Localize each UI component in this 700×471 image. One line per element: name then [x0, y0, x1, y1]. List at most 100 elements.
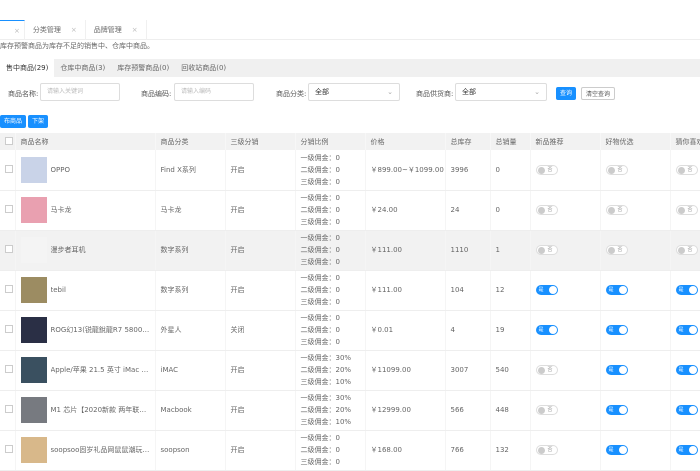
switch-label: 否	[617, 207, 623, 213]
guess-like-switch[interactable]: 是	[675, 325, 698, 335]
new-recommend-switch[interactable]: 是	[535, 325, 558, 335]
product-name[interactable]: M1 芯片【2020新款 两年联保】...	[50, 406, 151, 414]
category-cell: Macbook	[155, 390, 226, 431]
checkbox[interactable]	[5, 205, 13, 213]
guess-like-switch[interactable]: 是	[675, 285, 698, 295]
good-pick-switch[interactable]: 是	[605, 365, 628, 375]
good-pick-switch[interactable]: 否	[605, 245, 628, 255]
new-recommend-switch[interactable]: 否	[535, 205, 558, 215]
tab-on-sale[interactable]: 售中商品(29)	[0, 59, 55, 77]
table-row[interactable]: tebil 数字系列 开启 一级佣金：0 二级佣金：0 三级佣金：0 ￥111.00…	[0, 270, 700, 311]
tab-stock-warning[interactable]: 库存预警商品(0)	[117, 64, 170, 72]
category-cell: 马卡龙	[155, 190, 226, 231]
product-name[interactable]: OPPO	[50, 165, 70, 174]
row-select[interactable]	[0, 150, 16, 191]
checkbox[interactable]	[5, 405, 13, 413]
switch-knob	[607, 166, 615, 174]
new-recommend-switch[interactable]: 否	[535, 245, 558, 255]
switch-label: 是	[538, 327, 544, 333]
checkbox[interactable]	[5, 365, 13, 373]
name-input[interactable]: 请输入关键词	[40, 83, 120, 101]
commission-rate: 三级佣金：0	[300, 458, 340, 466]
category-cell: iMAC	[155, 350, 226, 391]
good-pick-switch[interactable]: 是	[605, 445, 628, 455]
table-row[interactable]: soopsoo固岁礼品网鼠鼠潮玩网纸... soopson 开启 一级佣金：0 二…	[0, 430, 700, 471]
product-name[interactable]: ROG幻13(锐龍銳龍R7 5800HS 1...	[50, 326, 151, 334]
product-name[interactable]: 漫步者耳机	[50, 246, 86, 254]
new-recommend-switch[interactable]: 否	[535, 405, 558, 415]
guess-like-switch-cell: 是	[670, 430, 700, 471]
guess-like-switch[interactable]: 是	[675, 405, 698, 415]
row-select[interactable]	[0, 190, 16, 231]
search-button[interactable]: 查询	[556, 87, 577, 100]
good-pick-switch[interactable]: 否	[605, 164, 628, 175]
checkbox[interactable]	[5, 285, 13, 293]
table-row[interactable]: ROG幻13(锐龍銳龍R7 5800HS 1... 外星人 关闭 一级佣金：0 二…	[0, 310, 700, 351]
reset-button[interactable]: 清空查询	[581, 87, 616, 100]
product-name[interactable]: Apple/苹果 21.5 英寸 iMac 2.3G...	[50, 366, 151, 374]
switch-label: 否	[547, 447, 553, 453]
supplier-select[interactable]: 全部 ⌄	[455, 83, 547, 101]
row-select[interactable]	[0, 310, 16, 351]
checkbox[interactable]	[5, 325, 13, 333]
row-select[interactable]	[0, 350, 16, 391]
new-recommend-switch[interactable]: 否	[535, 164, 558, 175]
guess-like-switch[interactable]: 否	[675, 164, 698, 175]
product-name[interactable]: 马卡龙	[50, 206, 72, 214]
name-cell: 马卡龙	[15, 190, 156, 231]
close-icon[interactable]: ×	[131, 26, 138, 34]
product-image	[20, 437, 47, 463]
guess-like-switch[interactable]: 否	[675, 205, 698, 215]
tab-recycle[interactable]: 回收站商品(0)	[181, 64, 227, 72]
row-select[interactable]	[0, 230, 16, 271]
distribution-cell: 关闭	[225, 310, 296, 351]
name-label: 商品名称:	[8, 90, 39, 98]
row-select[interactable]	[0, 390, 16, 431]
switch-label: 否	[547, 247, 553, 253]
checkbox[interactable]	[5, 136, 13, 145]
checkbox[interactable]	[5, 445, 13, 453]
table-row[interactable]: Apple/苹果 21.5 英寸 iMac 2.3G... iMAC 开启 一级…	[0, 350, 700, 391]
new-recommend-switch[interactable]: 是	[535, 285, 558, 295]
new-recommend-switch[interactable]: 否	[535, 365, 558, 375]
guess-like-switch[interactable]: 是	[675, 365, 698, 375]
good-pick-switch[interactable]: 否	[605, 205, 628, 215]
code-input[interactable]: 请输入编码	[174, 83, 254, 101]
guess-like-switch[interactable]: 否	[675, 245, 698, 255]
good-pick-switch[interactable]: 是	[605, 325, 628, 335]
good-pick-switch[interactable]: 是	[605, 405, 628, 415]
checkbox[interactable]	[5, 164, 13, 173]
good-pick-switch[interactable]: 是	[605, 285, 628, 295]
row-select[interactable]	[0, 270, 16, 311]
switch-knob	[688, 406, 697, 414]
product-image	[20, 397, 47, 423]
tab-warehouse[interactable]: 仓库中商品(3)	[60, 64, 106, 72]
row-select[interactable]	[0, 430, 16, 471]
table-row[interactable]: M1 芯片【2020新款 两年联保】... Macbook 开启 一级佣金：30…	[0, 390, 700, 431]
distribution-cell: 开启	[225, 190, 296, 231]
product-name[interactable]: soopsoo固岁礼品网鼠鼠潮玩网纸...	[50, 446, 151, 454]
close-icon[interactable]: ×	[14, 26, 20, 35]
checkbox[interactable]	[5, 245, 13, 253]
switch-knob	[618, 366, 627, 374]
supplier-label: 商品供货商:	[416, 90, 454, 98]
commission-rate: 三级佣金：0	[300, 258, 340, 266]
name-cell: M1 芯片【2020新款 两年联保】...	[15, 390, 156, 431]
table-row[interactable]: OPPO Find X系列 开启 一级佣金：0 二级佣金：0 三级佣金：0 ￥899…	[0, 150, 700, 191]
tab-label: 分类管理	[32, 26, 61, 34]
guess-like-switch[interactable]: 是	[675, 445, 698, 455]
product-name[interactable]: tebil	[50, 286, 66, 294]
table-row[interactable]: 马卡龙 马卡龙 开启 一级佣金：0 二级佣金：0 三级佣金：0 ￥24.00 24 …	[0, 190, 700, 231]
close-icon[interactable]: ×	[70, 26, 77, 34]
switch-label: 否	[617, 247, 623, 253]
new-recommend-switch[interactable]: 否	[535, 445, 558, 455]
offshelf-button[interactable]: 下架	[28, 115, 49, 128]
page-tab-active[interactable]: ×	[0, 20, 25, 40]
category-select[interactable]: 全部 ⌄	[308, 83, 400, 101]
table-row[interactable]: 漫步者耳机 数字系列 开启 一级佣金：0 二级佣金：0 三级佣金：0 ￥111.00…	[0, 230, 700, 271]
page-tab-category[interactable]: 分类管理 ×	[25, 20, 86, 40]
publish-button[interactable]: 布商品	[0, 115, 27, 128]
distribution-cell: 开启	[225, 270, 296, 311]
page-tab-brand[interactable]: 品牌管理 ×	[86, 20, 147, 40]
select-all[interactable]	[0, 133, 16, 150]
